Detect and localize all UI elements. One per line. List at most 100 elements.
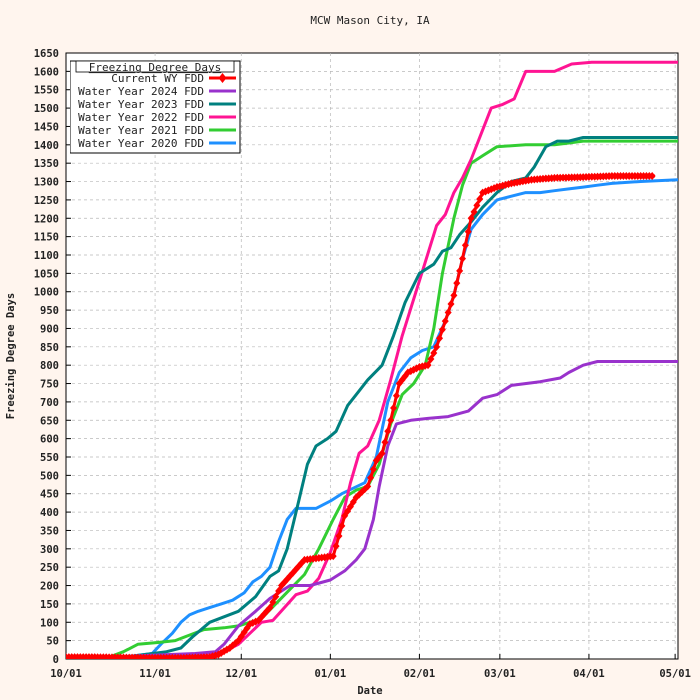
x-tick-label: 03/01 — [484, 668, 516, 680]
data-point — [447, 299, 455, 308]
y-tick-label: 450 — [40, 489, 59, 501]
data-point — [467, 214, 475, 223]
y-tick-label: 800 — [40, 360, 59, 372]
data-point — [427, 355, 435, 364]
data-point — [275, 587, 283, 596]
data-point — [424, 361, 432, 370]
data-point — [390, 404, 398, 413]
y-tick-label: 1450 — [34, 121, 59, 133]
data-point — [470, 207, 478, 216]
y-tick-label: 50 — [46, 636, 59, 648]
y-tick-label: 300 — [40, 544, 59, 556]
y-tick-label: 150 — [40, 599, 59, 611]
legend: Freezing Degree Days Current WY FDDWater… — [70, 60, 241, 154]
series-line — [66, 60, 678, 659]
series-water-year-2022-fdd — [66, 60, 678, 659]
legend-label: Water Year 2024 FDD — [78, 85, 204, 98]
series-line — [66, 136, 678, 659]
y-tick-label: 250 — [40, 562, 59, 574]
data-point — [392, 391, 400, 400]
y-tick-label: 1200 — [34, 213, 59, 225]
x-axis-label: Date — [357, 685, 382, 697]
y-tick-label: 1500 — [34, 103, 59, 115]
legend-marker — [218, 73, 227, 83]
chart-title: MCW Mason City, IA — [310, 14, 430, 27]
data-point — [464, 227, 472, 236]
data-point — [453, 279, 461, 288]
data-point — [367, 473, 375, 482]
y-tick-label: 100 — [40, 617, 59, 629]
y-tick-label: 1100 — [34, 250, 59, 262]
y-tick-label: 1350 — [34, 158, 59, 170]
data-point — [459, 254, 467, 263]
data-point — [436, 334, 444, 343]
series-current-wy-fdd — [66, 172, 656, 659]
y-tick-label: 200 — [40, 581, 59, 593]
legend-label: Water Year 2023 FDD — [78, 98, 204, 111]
data-point — [384, 427, 392, 436]
data-point — [438, 325, 446, 334]
y-tick-label: 650 — [40, 415, 59, 427]
data-point — [441, 317, 449, 326]
y-tick-label: 550 — [40, 452, 59, 464]
x-tick-label: 11/01 — [139, 668, 171, 680]
legend-label: Water Year 2021 FDD — [78, 124, 204, 137]
data-point — [329, 552, 337, 561]
series-water-year-2023-fdd — [66, 136, 678, 659]
x-tick-label: 01/01 — [315, 668, 347, 680]
x-tick-label: 04/01 — [573, 668, 605, 680]
data-point — [338, 521, 346, 530]
y-tick-label: 1150 — [34, 232, 59, 244]
legend-title-box — [75, 60, 235, 73]
data-point — [450, 291, 458, 300]
data-point — [335, 531, 343, 540]
y-tick-label: 1250 — [34, 195, 59, 207]
legend-label: Current WY FDD — [111, 72, 204, 85]
series-water-year-2024-fdd — [66, 360, 678, 659]
y-tick-label: 900 — [40, 323, 59, 335]
y-tick-label: 1300 — [34, 177, 59, 189]
y-tick-label: 600 — [40, 434, 59, 446]
x-tick-label: 10/01 — [50, 668, 82, 680]
data-point — [444, 308, 452, 317]
y-tick-label: 1400 — [34, 140, 59, 152]
data-point — [266, 603, 274, 612]
legend-label: Water Year 2022 FDD — [78, 111, 204, 124]
y-tick-label: 350 — [40, 525, 59, 537]
data-point — [461, 241, 469, 250]
grid-lines — [66, 53, 678, 659]
x-tick-label: 02/01 — [404, 668, 436, 680]
data-point — [369, 465, 377, 474]
data-point — [473, 201, 481, 210]
y-tick-label: 750 — [40, 379, 59, 391]
data-point — [433, 342, 441, 351]
y-tick-label: 950 — [40, 305, 59, 317]
data-point — [269, 598, 277, 607]
data-point — [476, 194, 484, 203]
x-tick-label: 12/01 — [225, 668, 257, 680]
plot-area — [65, 52, 679, 660]
y-tick-label: 700 — [40, 397, 59, 409]
data-point — [387, 416, 395, 425]
y-tick-label: 400 — [40, 507, 59, 519]
series-lines — [66, 60, 678, 659]
x-tick-label: 05/01 — [659, 668, 691, 680]
y-axis-label: Freezing Degree Days — [5, 293, 17, 419]
legend-label: Water Year 2020 FDD — [78, 137, 204, 150]
series-line — [66, 360, 678, 659]
y-tick-label: 1550 — [34, 85, 59, 97]
data-point — [456, 266, 464, 275]
data-point — [332, 542, 340, 551]
data-point — [378, 449, 386, 458]
data-point — [272, 592, 280, 601]
data-point — [430, 348, 438, 357]
data-point — [341, 511, 349, 520]
axis-ticks: 0 50 100 150 200 250 300 350 400 450 500 550 600 650 7… — [34, 48, 691, 680]
legend-title: Freezing Degree Days — [89, 61, 221, 74]
data-point — [364, 482, 372, 491]
data-point — [381, 438, 389, 447]
y-tick-label: 500 — [40, 470, 59, 482]
data-point — [648, 172, 656, 181]
y-tick-label: 1650 — [34, 48, 59, 60]
